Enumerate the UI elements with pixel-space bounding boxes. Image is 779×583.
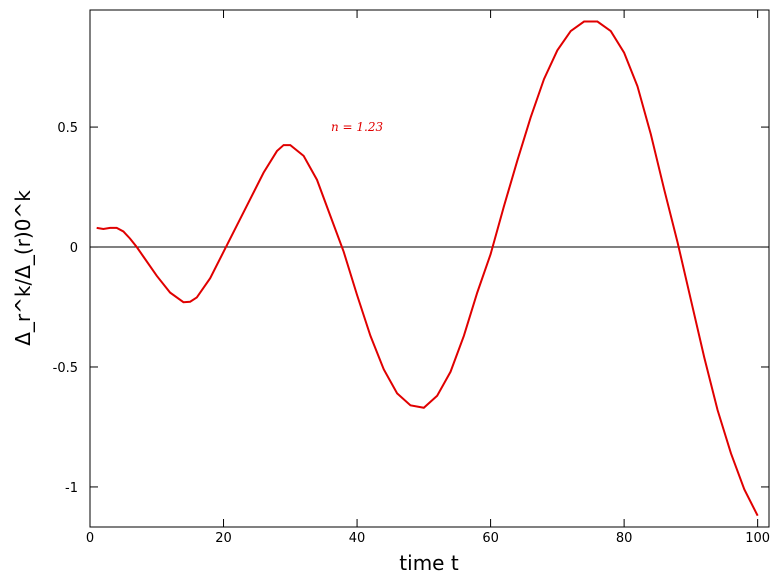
plot-frame <box>89 9 770 528</box>
x-tick-label: 20 <box>215 531 232 546</box>
x-tick-label: 0 <box>86 531 94 546</box>
y-tick-label: -0.5 <box>53 361 78 376</box>
y-tick-label: 0.5 <box>57 121 78 136</box>
y-axis-label: Δ_r^k/Δ_(r)0^k <box>11 190 35 346</box>
y-tick-label: 0 <box>70 241 78 256</box>
x-axis-label: time t <box>399 551 459 575</box>
x-tick-label: 80 <box>616 531 633 546</box>
y-tick-label: -1 <box>65 481 78 496</box>
x-tick-label: 100 <box>745 531 770 546</box>
x-tick-label: 60 <box>482 531 499 546</box>
annotation: n = 1.23 <box>331 120 383 134</box>
x-tick-label: 40 <box>349 531 366 546</box>
data-line <box>96 20 759 517</box>
